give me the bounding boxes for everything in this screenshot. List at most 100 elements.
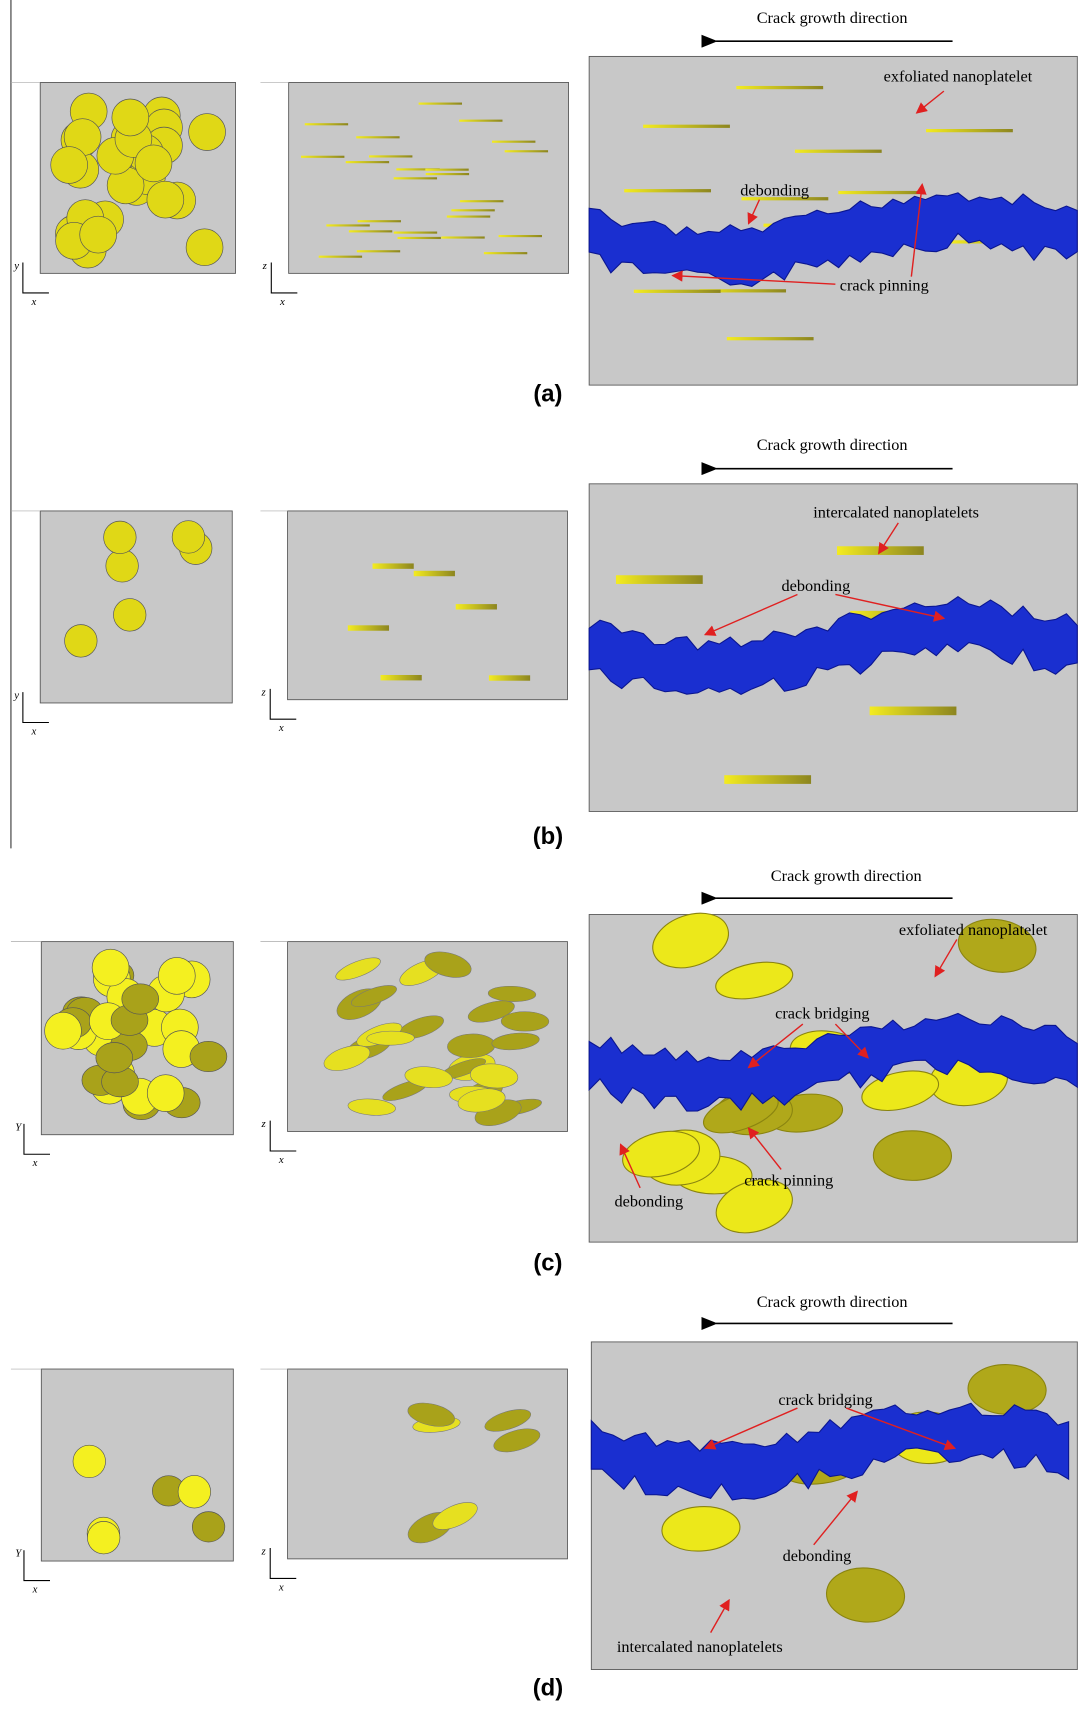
platelet [394,177,437,179]
annotation: debonding [740,181,809,199]
platelet [425,169,468,171]
platelet [192,1512,225,1542]
platelet [451,209,494,211]
platelet [113,599,146,632]
crack-direction: Crack growth direction [757,436,908,454]
platelet [358,220,401,222]
axis-label: x [31,296,37,308]
panel-label: (c) [533,1249,562,1276]
platelet [189,114,226,151]
platelet [104,521,137,554]
crack-direction: Crack growth direction [757,1293,908,1311]
platelet [301,156,344,158]
axis-label: y [13,690,19,702]
platelet [356,136,399,138]
platelet [65,625,98,658]
platelet [634,290,721,293]
platelet [724,775,811,784]
platelet [484,252,527,254]
platelet [501,1011,549,1031]
annotation: debonding [783,1547,852,1565]
platelet [178,1475,211,1508]
platelet [106,550,139,583]
platelet [447,215,490,217]
annotation: debonding [614,1192,683,1210]
platelet [80,216,117,253]
crack-direction: Crack growth direction [771,867,922,885]
platelet [394,232,437,234]
platelet [460,200,503,202]
axis-label: z [262,260,268,272]
platelet [441,236,484,238]
platelet [186,229,223,266]
axis-label: x [31,725,37,737]
platelet [926,129,1013,132]
platelet [369,155,412,157]
annotation: crack bridging [775,1005,869,1023]
annotation: crack pinning [840,277,929,295]
axis-label: z [261,1546,267,1558]
platelet [172,521,205,554]
axis-label: x [278,1154,284,1166]
platelet [838,191,925,194]
platelet [426,173,469,175]
platelet [326,224,369,226]
middle-view [288,511,568,700]
axis-label: Y [15,1121,22,1133]
crack-direction: Crack growth direction [757,9,908,27]
platelet [398,237,441,239]
axis-label: Y [15,1548,22,1560]
platelet [147,181,184,218]
platelet [870,707,957,716]
platelet [319,256,362,258]
platelet [112,99,149,136]
platelet [873,1130,952,1181]
platelet [624,189,711,192]
platelet [135,145,172,182]
platelet [96,1043,133,1073]
annotation: crack pinning [744,1172,833,1190]
platelet [357,250,400,252]
platelet [459,120,502,122]
platelet [122,984,159,1014]
platelet [456,604,497,609]
panel-label: (d) [533,1675,563,1702]
platelet [381,675,422,680]
axis-label: y [13,260,19,272]
platelet [51,147,88,184]
panel: Yx z x Crack growth direction exfoliated nan… [11,867,1077,1276]
platelet [489,675,530,680]
platelet [736,86,823,89]
platelet [305,123,348,125]
platelet [373,563,414,568]
annotation: debonding [782,577,851,595]
platelet [87,1521,120,1554]
platelet [616,575,703,584]
platelet [45,1012,82,1049]
axis-label: x [279,296,285,308]
annotation: crack bridging [778,1391,872,1409]
axis-label: z [261,1118,267,1130]
platelet [190,1041,227,1071]
platelet [414,571,455,576]
annotation: exfoliated nanoplatelet [884,67,1033,85]
platelet [795,150,882,153]
platelet [346,161,389,163]
platelet [419,103,462,105]
panel-label: (b) [533,823,563,850]
platelet [73,1445,106,1478]
axis-label: z [261,686,267,698]
platelet [92,949,129,986]
platelet [499,235,542,237]
panel: yxzxCrack growth directionintercalated n… [11,436,1077,850]
platelet [727,337,814,340]
annotation: exfoliated nanoplatelet [899,921,1048,939]
platelet [147,1075,184,1112]
platelet [492,141,535,143]
platelet [643,125,730,128]
axis-label: x [32,1157,38,1169]
annotation: intercalated nanoplatelets [617,1638,783,1656]
platelet [348,625,389,630]
figure: y x z x Crack growth direction exfoliated nan… [0,0,1085,1714]
